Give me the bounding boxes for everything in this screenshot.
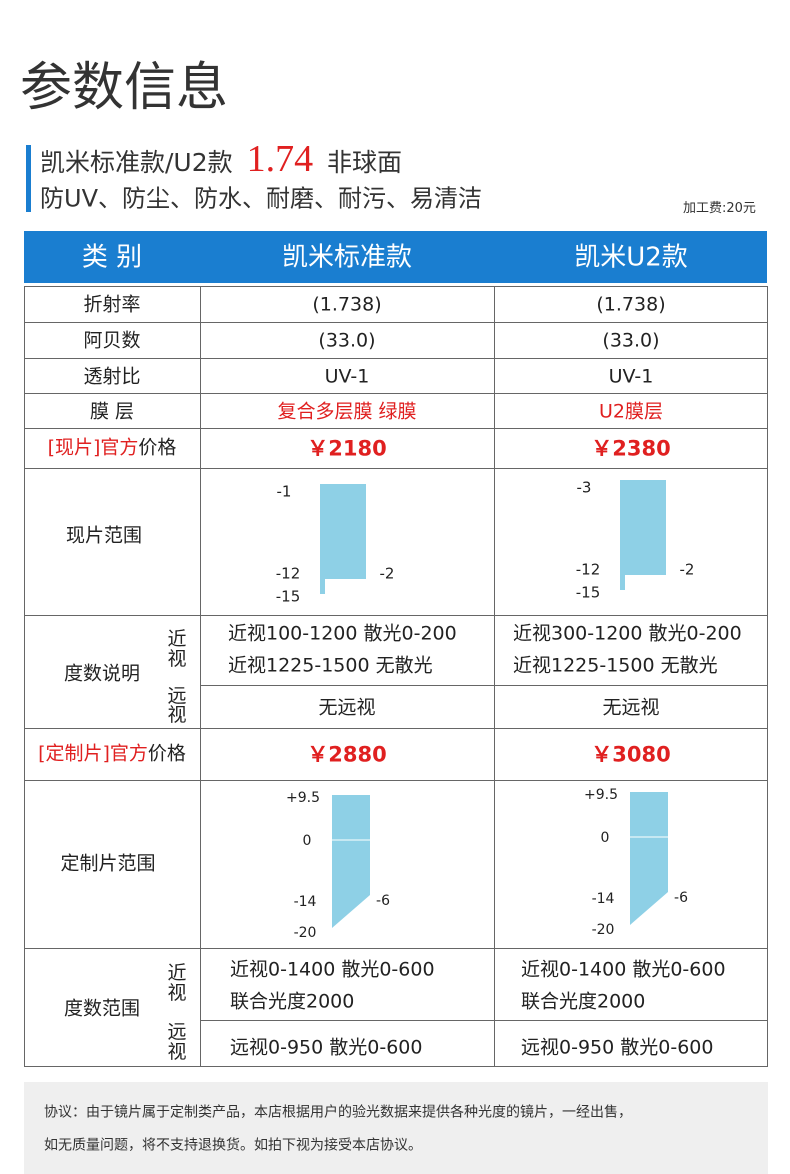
price-word: 价格: [138, 436, 177, 459]
range-label: -14: [592, 891, 615, 907]
cell-text: UV-1: [608, 365, 654, 388]
price: ￥2380: [591, 436, 671, 461]
power-line: 远视0-950 散光0-600: [521, 1036, 714, 1059]
range-label: -20: [294, 925, 317, 941]
sub-label: 近视: [167, 962, 187, 1004]
range-label: -12: [576, 561, 601, 579]
column-header: 凯米标准款: [281, 242, 413, 273]
range-label: -20: [592, 922, 615, 938]
cell-text: 复合多层膜 绿膜: [277, 400, 417, 423]
footer-line: 协议：由于镜片属于定制类产品，本店根据用户的验光数据来提供各种光度的镜片，一经出…: [44, 1104, 632, 1121]
range-label: +9.5: [286, 790, 320, 806]
power-line: 无远视: [318, 696, 376, 719]
row-label: 度数说明: [63, 662, 141, 685]
range-label: -1: [277, 483, 292, 501]
cell-text: UV-1: [324, 365, 370, 388]
cell-text: (33.0): [318, 329, 376, 352]
range-label: -2: [380, 565, 395, 583]
table-cell: [200, 468, 495, 616]
features: 防UV、防尘、防水、耐磨、耐污、易清洁: [40, 184, 482, 213]
accent-bar: [26, 145, 31, 212]
range-shape: [320, 484, 366, 594]
range-label: -3: [577, 479, 592, 497]
cell-text: 折射率: [83, 293, 141, 316]
row-label: 现片范围: [65, 524, 143, 547]
range-label: -15: [576, 584, 601, 602]
model: 凯米标准款/U2款: [40, 148, 233, 178]
range-label: -12: [276, 565, 301, 583]
power-line: 无远视: [602, 696, 660, 719]
design: 非球面: [327, 148, 403, 178]
range-label: -6: [674, 890, 688, 906]
row-label: 定制片范围: [60, 852, 156, 875]
power-line: 近视100-1200 散光0-200: [228, 622, 457, 645]
subtitle: 凯米标准款/U2款 1.74 非球面: [40, 137, 402, 183]
cell-text: (33.0): [602, 329, 660, 352]
price-tag: [现片]官方: [47, 436, 139, 459]
table-cell: [494, 780, 768, 949]
price-word: 价格: [147, 742, 186, 765]
footer-box: [24, 1082, 768, 1174]
price: ￥3080: [591, 742, 671, 767]
range-label: -6: [376, 893, 390, 909]
table-cell: [494, 468, 768, 616]
column-header: 类 别: [81, 242, 143, 273]
power-line: 远视0-950 散光0-600: [230, 1036, 423, 1059]
range-shape: [620, 480, 666, 590]
price-label: [现片]官方价格: [48, 437, 177, 460]
range-shape: [332, 795, 370, 928]
range-label: +9.5: [584, 787, 618, 803]
table-cell: [200, 780, 495, 949]
range-label: -2: [680, 561, 695, 579]
power-line: 近视1225-1500 无散光: [513, 654, 718, 677]
cell-text: 阿贝数: [83, 329, 141, 352]
page-title: 参数信息: [20, 57, 229, 118]
sub-label: 远视: [167, 684, 187, 727]
price: ￥2180: [307, 436, 387, 461]
range-label: -15: [276, 588, 301, 606]
sub-label: 远视: [167, 1021, 187, 1063]
footer-line: 如无质量问题，将不支持退换货。如拍下视为接受本店协议。: [44, 1137, 422, 1154]
cell-text: 透射比: [83, 365, 141, 388]
table-cell: [494, 685, 768, 729]
column-header: 凯米U2款: [574, 242, 688, 273]
cell-text: U2膜层: [599, 400, 663, 423]
power-line: 联合光度2000: [521, 990, 646, 1013]
price: ￥2880: [307, 742, 387, 767]
range-shape: [630, 792, 668, 925]
range-label: 0: [601, 830, 610, 846]
cell-text: (1.738): [596, 293, 666, 316]
power-line: 近视0-1400 散光0-600: [521, 958, 726, 981]
cell-text: 膜 层: [89, 400, 135, 423]
range-label: -14: [294, 894, 317, 910]
price-tag: [定制片]官方: [38, 742, 148, 765]
index: 1.74: [246, 138, 314, 181]
sub-label: 近视: [167, 628, 187, 670]
price-label: [定制片]官方价格: [38, 743, 186, 766]
power-line: 近视0-1400 散光0-600: [230, 958, 435, 981]
power-line: 近视300-1200 散光0-200: [513, 622, 742, 645]
power-line: 近视1225-1500 无散光: [228, 654, 433, 677]
range-label: 0: [303, 833, 312, 849]
cell-text: (1.738): [312, 293, 382, 316]
table-cell: [494, 1020, 768, 1067]
fee: 加工费:20元: [683, 201, 756, 217]
power-line: 联合光度2000: [230, 990, 355, 1013]
row-label: 度数范围: [63, 997, 141, 1020]
table-header: [24, 231, 767, 283]
